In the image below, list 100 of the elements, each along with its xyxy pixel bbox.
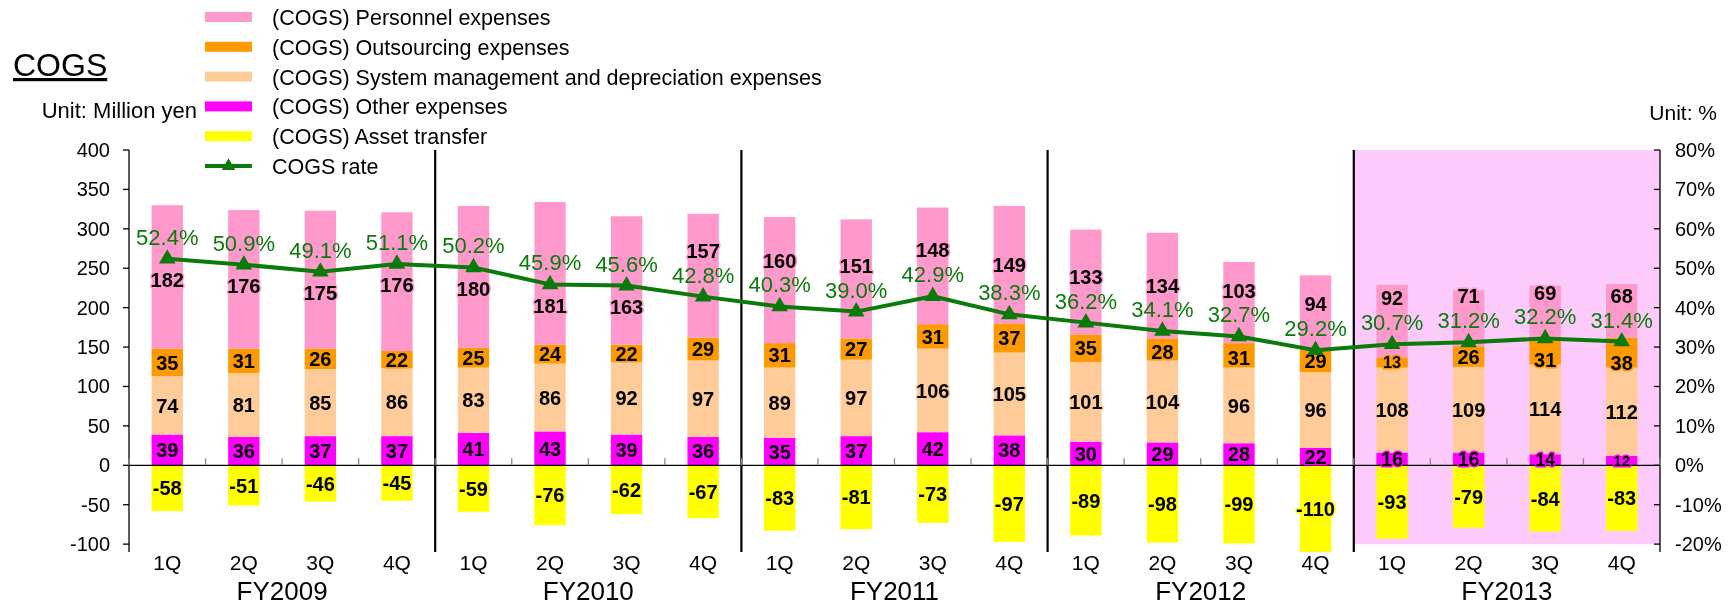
y2-tick-label: 80%: [1675, 139, 1716, 161]
data-label: 26: [309, 348, 332, 371]
data-label: 104: [1145, 390, 1180, 413]
data-label: 114: [1529, 398, 1563, 421]
data-label: 89: [768, 391, 791, 414]
y2-tick-label: 10%: [1675, 414, 1716, 437]
data-label: 96: [1227, 394, 1251, 417]
point: [1460, 332, 1477, 348]
data-label: 40.3%: [748, 272, 811, 298]
data-label: 39.0%: [825, 277, 888, 303]
data-label: 37: [845, 439, 868, 462]
data-label: 42: [921, 437, 944, 460]
data-label: 22: [1304, 445, 1327, 468]
data-label: 160: [762, 249, 797, 272]
y-tick-label: 250: [76, 257, 110, 280]
data-label: 37: [998, 327, 1021, 350]
point: [541, 274, 559, 290]
data-label: 39: [156, 439, 179, 462]
point: [312, 262, 329, 277]
data-label: -83: [765, 487, 795, 510]
x-tick-label: 1Q: [1378, 551, 1407, 574]
data-label: 25: [462, 346, 485, 369]
y2-tick-label: 30%: [1675, 336, 1716, 359]
data-label: 42.9%: [901, 262, 964, 288]
data-label: 34.1%: [1131, 296, 1194, 322]
x-tick-label: 2Q: [1148, 551, 1177, 574]
data-label: 69: [1534, 281, 1557, 304]
point: [235, 255, 253, 270]
data-label: -84: [1530, 487, 1561, 510]
data-label: 31: [1534, 348, 1557, 371]
y-tick-label: 0: [98, 454, 110, 477]
data-label: 28: [1151, 341, 1174, 364]
point: [1077, 313, 1095, 328]
data-label: -73: [918, 483, 948, 506]
x-tick-label: 2Q: [842, 551, 871, 574]
data-label: 37: [309, 439, 332, 462]
data-label: 31: [232, 350, 255, 373]
data-label: -93: [1377, 491, 1407, 514]
data-label: 97: [692, 387, 715, 410]
text: FY2009: [236, 576, 328, 605]
x-tick-label: 2Q: [1454, 551, 1483, 574]
data-label: 97: [845, 387, 868, 410]
x-tick-label: 1Q: [153, 551, 182, 574]
data-label: 42.8%: [671, 262, 735, 288]
data-label: 83: [462, 389, 485, 412]
x-tick-label: 4Q: [1607, 551, 1636, 574]
data-label: 148: [916, 239, 950, 262]
data-label: 49.1%: [289, 237, 352, 263]
data-label: 68: [1610, 284, 1633, 307]
data-label: 29.2%: [1284, 316, 1347, 342]
point: [158, 249, 176, 264]
point: [1383, 334, 1401, 350]
data-label: 31.2%: [1437, 308, 1500, 334]
point: [1154, 321, 1171, 336]
point: [924, 286, 942, 302]
x-tick-label: 3Q: [918, 551, 947, 574]
data-label: 96: [1304, 399, 1327, 422]
data-label: -67: [688, 480, 718, 503]
data-label: 101: [1069, 391, 1103, 413]
data-label: 41: [462, 438, 485, 461]
point: [771, 296, 788, 312]
y-tick-label: 150: [76, 336, 110, 359]
data-label: 105: [992, 383, 1027, 406]
data-label: 176: [380, 274, 414, 297]
data-label: 51.1%: [365, 229, 429, 255]
point: [1536, 328, 1554, 344]
legend-label: (COGS) Other expenses: [272, 95, 508, 120]
y-tick-label: -100: [69, 533, 110, 556]
point: [847, 301, 865, 317]
data-label: 36.2%: [1054, 288, 1118, 314]
data-label: 35: [156, 351, 179, 374]
data-label: 94: [1304, 293, 1328, 316]
data-label: -46: [305, 472, 335, 495]
data-label: 163: [609, 295, 644, 318]
y-axis-title: Unit: Million yen: [41, 98, 197, 123]
data-label: -62: [612, 478, 642, 501]
data-label: 37: [385, 439, 409, 462]
data-label: 31: [768, 344, 791, 367]
data-label: -79: [1454, 485, 1484, 508]
data-label: 157: [686, 239, 720, 262]
data-label: 31: [1227, 346, 1251, 369]
x-tick-label: 1Q: [459, 551, 488, 574]
x-tick-label: 3Q: [1531, 551, 1560, 574]
data-label: -59: [459, 477, 488, 500]
data-label: 103: [1222, 279, 1256, 302]
y2-tick-label: 60%: [1675, 217, 1716, 240]
y-tick-label: -50: [81, 493, 110, 516]
x-tick-label: 4Q: [995, 551, 1024, 574]
data-label: 32.7%: [1207, 302, 1271, 328]
data-label: 22: [615, 342, 638, 365]
x-tick-label: 3Q: [1224, 551, 1253, 574]
chart-title: COGS: [13, 47, 108, 83]
data-label: 92: [615, 387, 638, 410]
data-label: -99: [1224, 493, 1254, 516]
x-tick-label: 4Q: [689, 551, 718, 574]
data-label: -58: [152, 477, 182, 500]
data-label: 176: [227, 274, 261, 297]
data-label: 108: [1375, 399, 1409, 422]
point: [1230, 326, 1248, 342]
y2-axis-title: Unit: %: [1649, 101, 1717, 124]
